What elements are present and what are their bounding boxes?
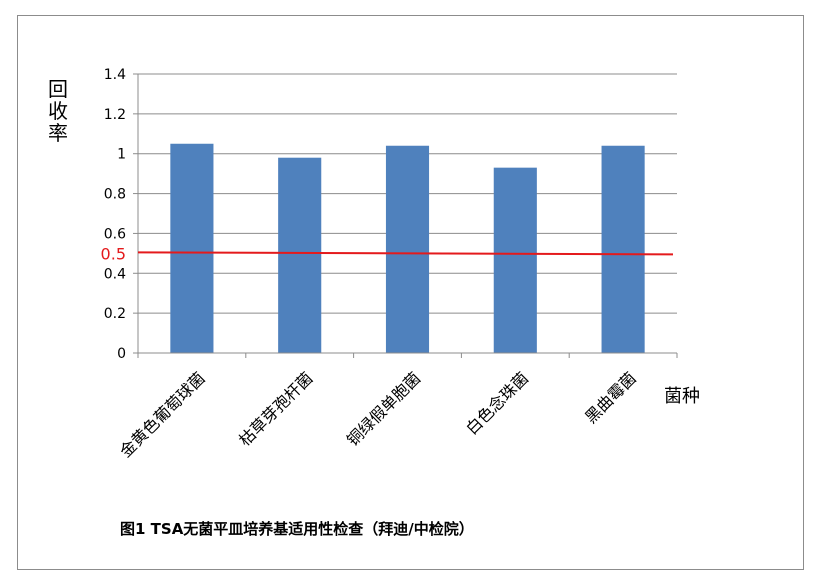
y-axis-label: 回收率 (48, 77, 68, 145)
y-tick-labels: 0 0.2 0.4 0.6 0.8 1 1.2 1.4 (104, 67, 126, 362)
reference-line-group: 0.5 (101, 244, 674, 263)
bars (170, 143, 645, 353)
y-tick-label: 0.2 (104, 306, 126, 322)
x-tick-label: 枯草芽孢杆菌 (235, 368, 316, 449)
bar (493, 167, 537, 353)
x-tick-label: 铜绿假单胞菌 (343, 368, 424, 449)
y-tick-label: 1.2 (104, 107, 126, 123)
reference-line-label: 0.5 (101, 244, 126, 263)
y-tick-label: 0.8 (104, 187, 126, 203)
bar (385, 145, 430, 353)
axes (137, 74, 678, 358)
y-tick-label: 1.4 (104, 67, 126, 83)
x-tick-label: 白色念珠菌 (462, 368, 532, 438)
x-tick-labels: 金黄色葡萄球菌 枯草芽孢杆菌 铜绿假单胞菌 白色念珠菌 黑曲霉菌 (116, 368, 640, 461)
figure-caption: 图1 TSA无菌平皿培养基适用性检查（拜迪/中检院） (120, 520, 474, 538)
bar (601, 145, 645, 353)
y-tick-label: 0.4 (104, 266, 126, 282)
bar (170, 143, 214, 353)
x-tick-label: 金黄色葡萄球菌 (116, 368, 209, 461)
reference-line (137, 251, 674, 256)
y-tick-label: 0 (117, 346, 126, 362)
bar (278, 157, 322, 353)
y-tick-label: 0.6 (104, 226, 126, 242)
x-tick-label: 黑曲霉菌 (581, 368, 640, 427)
x-axis-label: 菌种 (664, 386, 700, 407)
y-tick-label: 1 (117, 147, 126, 163)
